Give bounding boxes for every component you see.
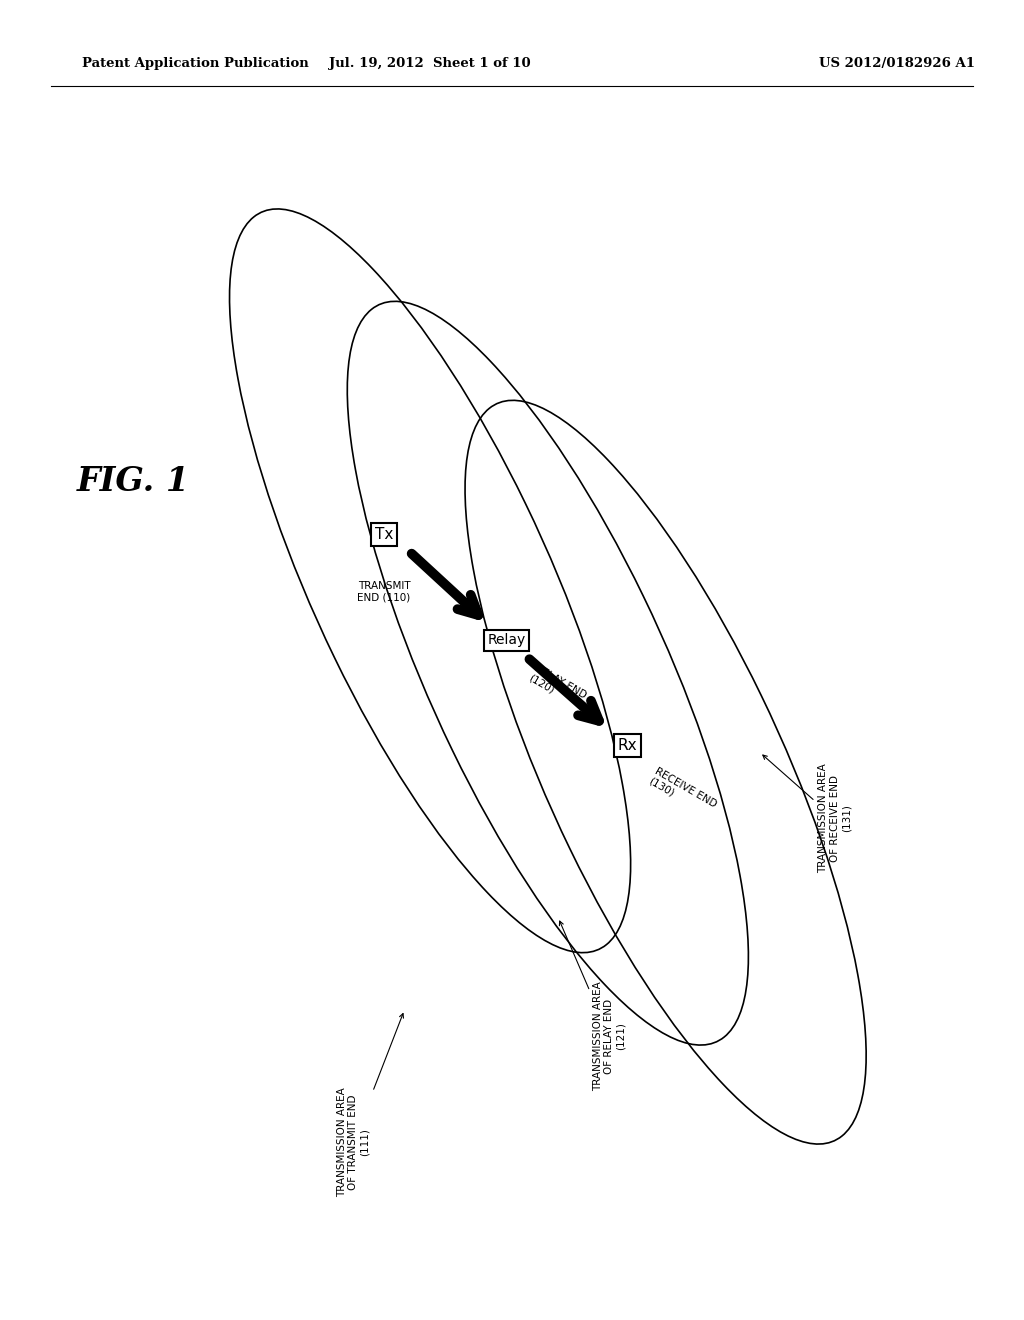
Text: US 2012/0182926 A1: US 2012/0182926 A1 [819, 57, 975, 70]
Text: Patent Application Publication: Patent Application Publication [82, 57, 308, 70]
Text: TRANSMISSION AREA
OF RELAY END
(121): TRANSMISSION AREA OF RELAY END (121) [559, 921, 626, 1092]
Text: RECEIVE END
(130): RECEIVE END (130) [647, 766, 718, 820]
Text: Relay: Relay [487, 634, 526, 647]
Text: Jul. 19, 2012  Sheet 1 of 10: Jul. 19, 2012 Sheet 1 of 10 [330, 57, 530, 70]
Text: TRANSMISSION AREA
OF TRANSMIT END
(111): TRANSMISSION AREA OF TRANSMIT END (111) [337, 1014, 403, 1197]
Text: FIG. 1: FIG. 1 [77, 465, 189, 498]
Text: Rx: Rx [617, 738, 638, 754]
Text: RELAY END
(120): RELAY END (120) [527, 663, 588, 710]
Text: TRANSMIT
END (110): TRANSMIT END (110) [357, 581, 411, 602]
Text: Tx: Tx [375, 527, 393, 543]
Text: TRANSMISSION AREA
OF RECEIVE END
(131): TRANSMISSION AREA OF RECEIVE END (131) [763, 755, 851, 874]
